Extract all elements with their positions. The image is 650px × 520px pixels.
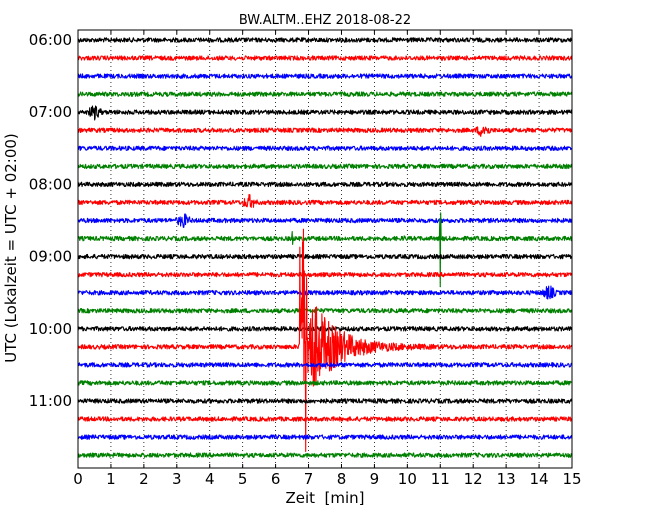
x-tick-label: 6 [271,470,281,488]
trace-1130 [78,434,572,440]
trace-0830 [78,213,572,228]
x-tick-label: 11 [431,470,450,488]
x-tick-label: 8 [337,470,347,488]
x-tick-label: 3 [172,470,182,488]
x-tick-label: 5 [238,470,248,488]
x-tick-label: 7 [304,470,314,488]
y-tick-label: 06:00 [29,31,72,49]
x-axis-label: Zeit [min] [285,489,364,507]
trace-1100 [78,398,572,404]
y-tick-label: 11:00 [29,392,72,410]
plot-frame [77,29,573,469]
trace-0745 [78,163,572,170]
trace-0845 [78,212,572,288]
trace-0645 [78,91,572,97]
y-tick-label: 10:00 [29,320,72,338]
trace-0945 [78,308,572,314]
trace-0715 [78,126,572,137]
trace-0900 [78,253,572,260]
x-tick-label: 12 [464,470,483,488]
trace-0815 [78,193,572,208]
x-tick-label: 0 [73,470,83,488]
x-tick-label: 10 [398,470,417,488]
x-tick-label: 4 [205,470,215,488]
x-tick-label: 9 [370,470,380,488]
trace-0930 [78,285,572,300]
chart-title: BW.ALTM..EHZ 2018-08-22 [239,13,411,28]
trace-0600 [78,37,572,43]
trace-0700 [78,105,572,121]
trace-1045 [78,380,572,386]
traces [78,37,572,458]
trace-1030 [78,362,572,368]
y-axis-label: UTC (Lokalzeit = UTC + 02:00) [2,133,20,363]
x-tick-label: 2 [139,470,149,488]
x-tick-label: 14 [530,470,549,488]
y-tick-label: 08:00 [29,175,72,193]
trace-1145 [78,452,572,458]
y-tick-label: 09:00 [29,248,72,266]
trace-0730 [78,145,572,152]
trace-0630 [78,73,572,79]
trace-0615 [78,55,572,61]
x-tick-label: 1 [106,470,116,488]
x-tick-label: 15 [562,470,581,488]
x-tick-label: 13 [497,470,516,488]
y-axis: 06:00 07:00 08:00 09:00 10:00 11:00 [29,31,572,410]
x-axis: 0 1 2 3 4 5 6 7 8 9 10 11 12 13 14 15 [73,30,582,488]
trace-0915 [78,271,572,278]
y-tick-label: 07:00 [29,103,72,121]
trace-0800 [78,181,572,188]
trace-1015 [78,228,572,453]
trace-1115 [78,416,572,422]
